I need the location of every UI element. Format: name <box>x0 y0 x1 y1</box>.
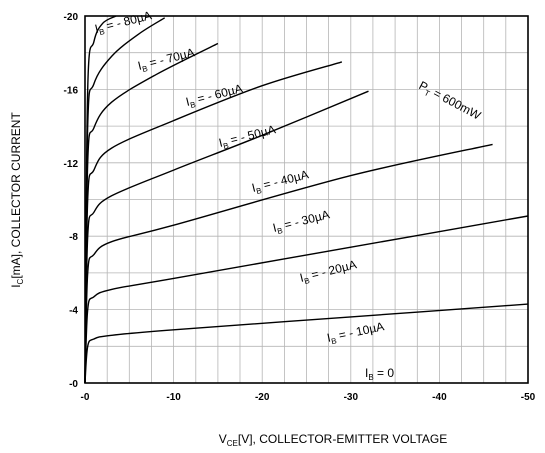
y-tick-label: -16 <box>64 85 79 96</box>
x-tick-label: -0 <box>81 392 90 403</box>
x-tick-label: -40 <box>432 392 447 403</box>
grid <box>84 15 529 384</box>
curve-ib70 <box>84 17 166 384</box>
y-tick-label: -0 <box>69 379 78 390</box>
y-tick-label: -4 <box>69 306 78 317</box>
x-tick-labels: -0 -10 -20 -30 -40 -50 <box>81 392 536 403</box>
label-ib-60: IB = - 60µA <box>184 81 244 111</box>
y-tick-label: -12 <box>64 159 79 170</box>
label-pt: PT = 600mW <box>416 78 484 124</box>
curve-ib20 <box>84 215 529 384</box>
x-tick-label: -30 <box>344 392 359 403</box>
y-tick-label: -20 <box>64 12 79 23</box>
y-axis-title: IC[mA], COLLECTOR CURRENT <box>9 112 25 288</box>
label-ib-50: IB = - 50µA <box>217 122 277 152</box>
x-axis-title: VCE[V], COLLECTOR-EMITTER VOLTAGE <box>219 432 448 448</box>
label-ib-30: IB = - 30µA <box>271 207 331 237</box>
x-tick-label: -50 <box>521 392 536 403</box>
label-ib-70: IB = - 70µA <box>136 45 196 75</box>
curve-ib80 <box>84 15 117 384</box>
label-ib-10: IB = - 10µA <box>326 319 386 347</box>
curve-ib30 <box>84 143 493 384</box>
y-tick-labels: -0 -4 -8 -12 -16 -20 <box>64 12 79 390</box>
curve-ib10 <box>84 303 529 384</box>
label-ib-40: IB = - 40µA <box>250 167 310 197</box>
x-tick-label: -20 <box>255 392 270 403</box>
x-tick-label: -10 <box>166 392 181 403</box>
label-ib-80: IB = - 80µA <box>93 8 153 38</box>
y-tick-label: -8 <box>69 232 78 243</box>
plot-frame <box>84 15 529 384</box>
curves <box>84 15 529 384</box>
label-ib-0: IB = 0 <box>365 366 394 382</box>
